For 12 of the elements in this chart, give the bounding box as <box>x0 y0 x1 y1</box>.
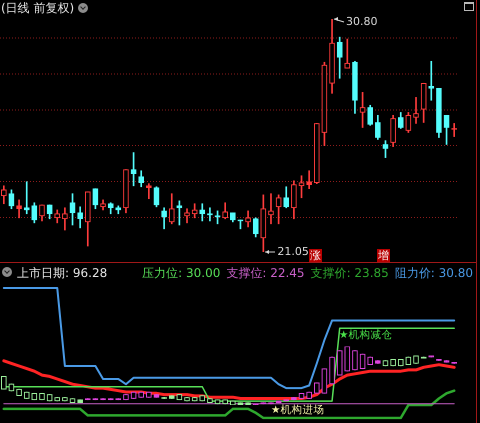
annotation: 30.80 <box>346 14 378 28</box>
chart-title: (日线 前复权) <box>1 1 74 15</box>
annotation: 增 <box>377 249 390 262</box>
text: 压力位: 30.00 <box>142 266 220 280</box>
text: 支撑价: 23.85 <box>310 266 389 280</box>
annotation: ★机构减仓 <box>339 329 392 341</box>
annotation: ★机构进场 <box>271 404 324 416</box>
text: 支撑位: 22.45 <box>226 266 305 280</box>
text: 阻力价: 30.80 <box>394 266 473 280</box>
annotation: 21.05 <box>277 244 309 258</box>
text: 上市日期: 96.28 <box>17 266 108 280</box>
annotation: 涨 <box>309 249 322 262</box>
